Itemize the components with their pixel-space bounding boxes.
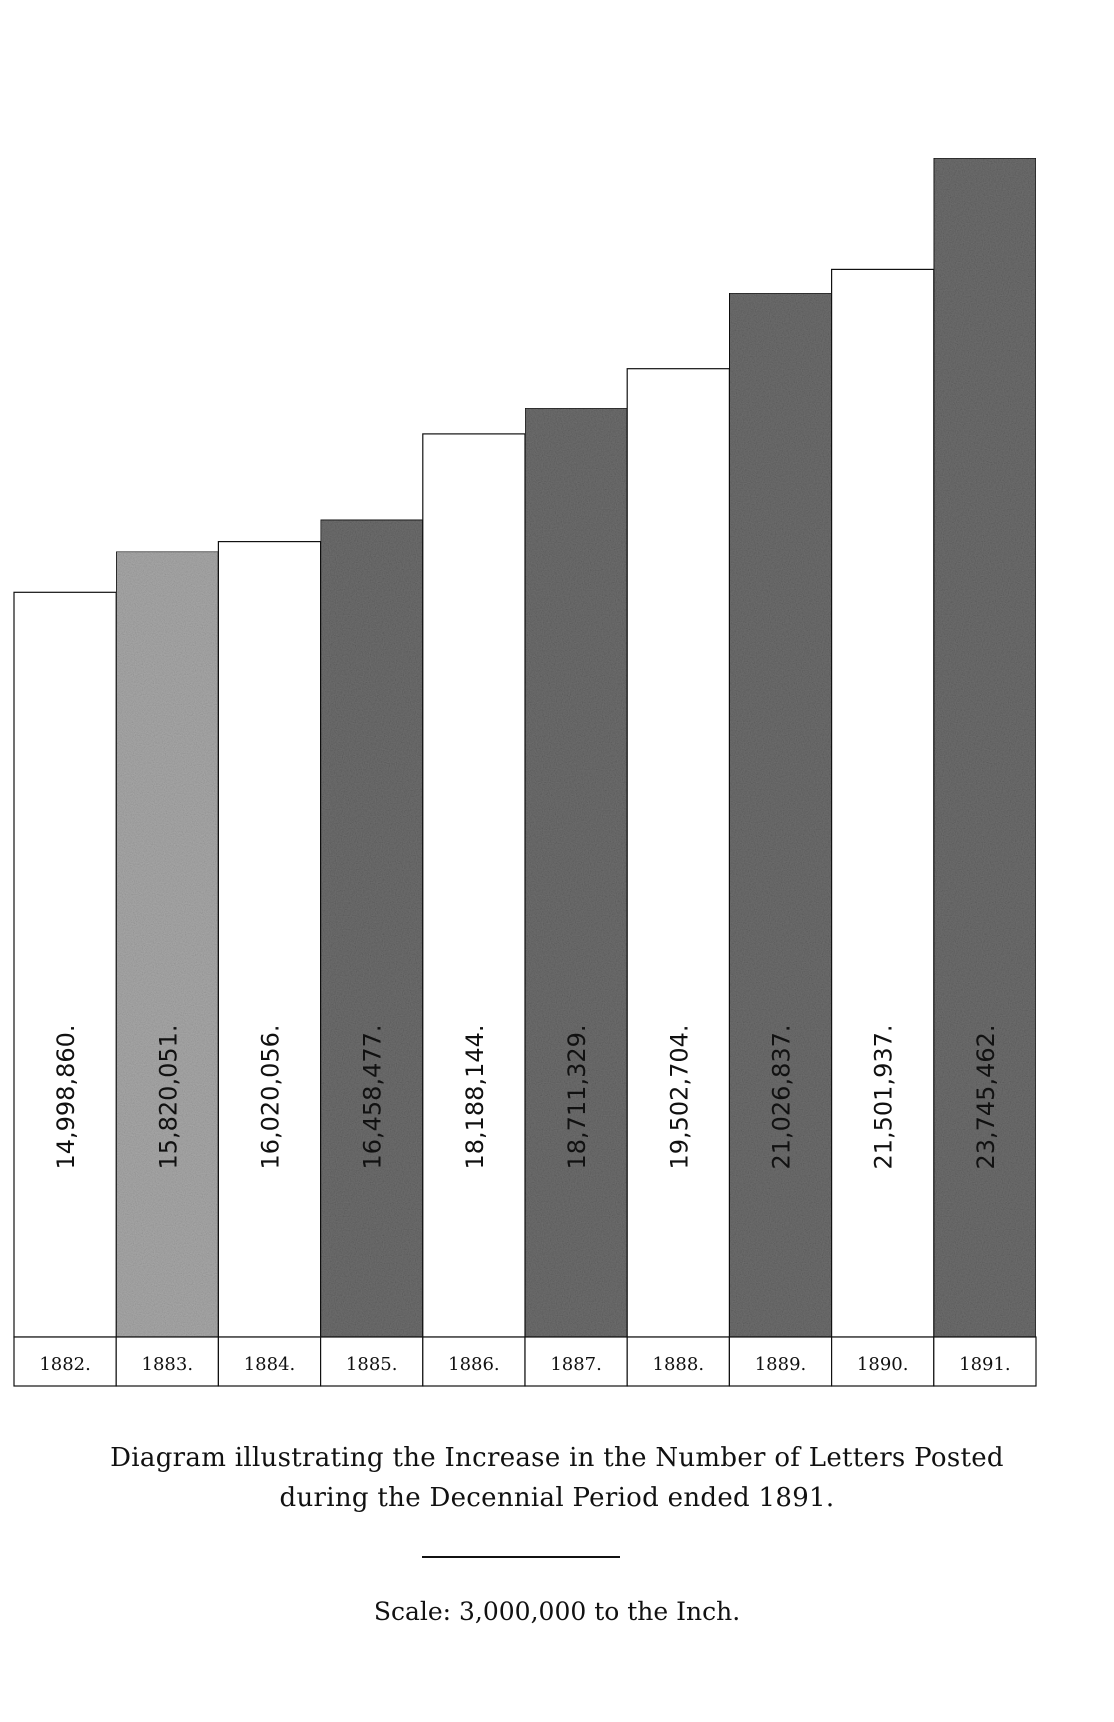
- value-label-1885: 16,458,477.: [359, 1024, 387, 1169]
- year-tick-label: 1886.: [448, 1354, 500, 1375]
- year-tick-label: 1888.: [653, 1354, 705, 1375]
- year-cell-1888: [626, 1336, 731, 1387]
- value-label-1886: 18,188,144.: [461, 1024, 489, 1169]
- year-tick-label: 1883.: [142, 1354, 194, 1375]
- year-cell-1882: [13, 1336, 117, 1387]
- bar-1890: [830, 268, 935, 1338]
- year-cell-1889: [728, 1336, 833, 1387]
- bar-1882: [13, 591, 117, 1338]
- value-label-1883: 15,820,051.: [154, 1024, 182, 1169]
- bar-1885: [320, 519, 424, 1338]
- value-label-1882: 14,998,860.: [52, 1024, 80, 1169]
- year-cell-1887: [524, 1336, 628, 1387]
- value-label-1891: 23,745,462.: [972, 1024, 1000, 1169]
- year-cell-1886: [422, 1336, 526, 1387]
- year-tick-label: 1889.: [755, 1354, 807, 1375]
- year-tick-label: 1884.: [244, 1354, 296, 1375]
- year-tick-label: 1890.: [857, 1354, 909, 1375]
- bar-1887: [524, 407, 628, 1338]
- year-cell-1885: [320, 1336, 424, 1387]
- year-cell-1890: [830, 1336, 935, 1387]
- bar-1883: [115, 550, 219, 1338]
- year-cell-1891: [933, 1336, 1037, 1387]
- bar-1889: [728, 292, 833, 1338]
- chart-subtitle: during the Decennial Period ended 1891.: [279, 1483, 835, 1513]
- caption-divider: [422, 1556, 620, 1558]
- value-label-1887: 18,711,329.: [563, 1024, 591, 1169]
- year-tick-label: 1885.: [346, 1354, 398, 1375]
- value-label-1884: 16,020,056.: [257, 1024, 285, 1169]
- bar-1884: [217, 540, 322, 1338]
- year-tick-label: 1891.: [959, 1354, 1011, 1375]
- value-label-1888: 19,502,704.: [665, 1024, 693, 1169]
- bar-chart: 14,998,860. 15,820,051. 16,020,056. 16,458,…: [13, 157, 1037, 1387]
- year-tick-label: 1887.: [550, 1354, 602, 1375]
- chart-title: Diagram illustrating the Increase in the…: [110, 1443, 1004, 1473]
- value-label-1890: 21,501,937.: [870, 1024, 898, 1169]
- bar-1886: [422, 433, 526, 1338]
- value-label-1889: 21,026,837.: [768, 1024, 796, 1169]
- scale-note: Scale: 3,000,000 to the Inch.: [373, 1597, 741, 1626]
- bar-1888: [626, 368, 731, 1338]
- year-cell-1883: [115, 1336, 219, 1387]
- bar-1891: [933, 157, 1037, 1338]
- year-tick-label: 1882.: [39, 1354, 91, 1375]
